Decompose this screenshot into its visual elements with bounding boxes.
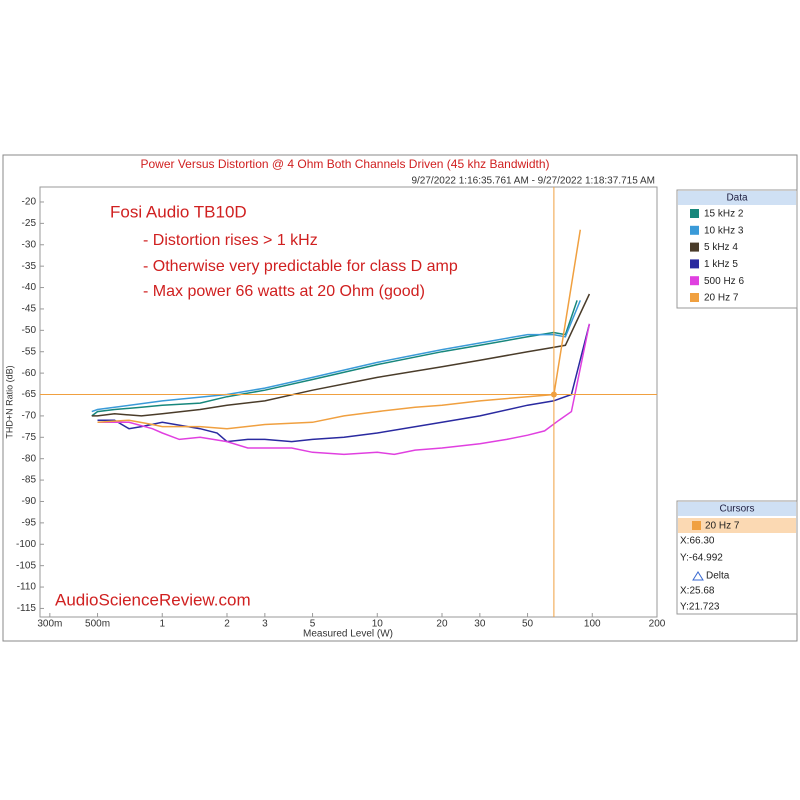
y-tick-label: -115: [17, 603, 37, 614]
delta-x: X:25.68: [680, 586, 715, 597]
annotation: - Max power 66 watts at 20 Ohm (good): [143, 283, 425, 300]
x-axis-label: Measured Level (W): [303, 629, 393, 640]
legend-entry: 500 Hz 6: [704, 276, 744, 287]
annotation: - Distortion rises > 1 kHz: [143, 232, 318, 249]
y-tick-label: -85: [22, 475, 37, 486]
x-tick-label: 200: [649, 619, 666, 630]
legend-swatch: [690, 225, 699, 235]
legend-swatch: [690, 276, 699, 286]
legend-swatch: [690, 242, 699, 252]
legend-swatch: [690, 293, 699, 302]
annotation: Fosi Audio TB10D: [110, 202, 247, 221]
chart-title: Power Versus Distortion @ 4 Ohm Both Cha…: [140, 157, 549, 171]
y-tick-label: -100: [16, 539, 36, 550]
y-tick-label: -45: [22, 304, 37, 315]
x-tick-label: 20: [436, 619, 448, 630]
x-tick-label: 3: [262, 619, 268, 630]
legend-entry: 5 kHz 4: [704, 242, 738, 253]
subtitle: 9/27/2022 1:16:35.761 AM - 9/27/2022 1:1…: [411, 176, 655, 187]
watermark: AudioScienceReview.com: [55, 590, 251, 609]
x-tick-label: 300m: [37, 619, 62, 630]
y-tick-label: -55: [22, 346, 37, 357]
legend-entry: 10 kHz 3: [704, 225, 744, 236]
legend-entry: 1 kHz 5: [704, 259, 738, 270]
cursor-active-row[interactable]: [678, 518, 796, 533]
series-line: [91, 300, 581, 413]
legend-header: [678, 191, 796, 205]
series-line: [97, 229, 582, 430]
legend-entry: 15 kHz 2: [704, 209, 744, 220]
y-tick-label: -20: [22, 197, 37, 208]
y-tick-label: -40: [22, 282, 37, 293]
plot-area: [39, 186, 658, 618]
y-axis-label: THD+N Ratio (dB): [4, 365, 14, 438]
legend-swatch: [690, 259, 699, 269]
y-tick-label: -70: [22, 411, 37, 422]
y-tick-label: -95: [22, 518, 37, 529]
x-tick-label: 10: [372, 619, 384, 630]
cursor-point: [550, 391, 557, 398]
cursor-title: Cursors: [719, 504, 754, 515]
y-tick-label: -65: [22, 389, 37, 400]
cursor-y: Y:-64.992: [680, 553, 723, 564]
annotation: - Otherwise very predictable for class D…: [143, 258, 458, 275]
cursor-header: [678, 502, 796, 516]
legend-title: Data: [726, 193, 748, 204]
y-tick-label: -25: [22, 218, 37, 229]
cursor-x: X:66.30: [680, 536, 715, 547]
y-tick-label: -35: [22, 261, 37, 272]
x-tick-label: 5: [310, 619, 316, 630]
y-tick-label: -90: [22, 496, 37, 507]
y-tick-label: -50: [22, 325, 37, 336]
cursor-swatch: [692, 521, 701, 530]
legend-swatch: [690, 209, 699, 218]
delta-y: Y:21.723: [680, 602, 720, 613]
series-line: [91, 293, 591, 417]
x-tick-label: 500m: [85, 619, 110, 630]
delta-title: Delta: [706, 571, 730, 582]
y-tick-label: -30: [22, 239, 37, 250]
series-line: [97, 323, 591, 456]
x-tick-label: 30: [474, 619, 486, 630]
x-tick-label: 2: [224, 619, 230, 630]
y-tick-label: -110: [17, 582, 37, 593]
x-tick-label: 50: [522, 619, 534, 630]
y-tick-label: -75: [22, 432, 37, 443]
y-tick-label: -60: [22, 368, 37, 379]
x-tick-label: 100: [584, 619, 601, 630]
delta-icon: [692, 571, 704, 581]
legend-entry: 20 Hz 7: [704, 293, 739, 304]
y-tick-label: -105: [16, 560, 36, 571]
cursor-active: 20 Hz 7: [705, 521, 740, 532]
y-tick-label: -80: [22, 453, 37, 464]
x-tick-label: 1: [159, 619, 165, 630]
